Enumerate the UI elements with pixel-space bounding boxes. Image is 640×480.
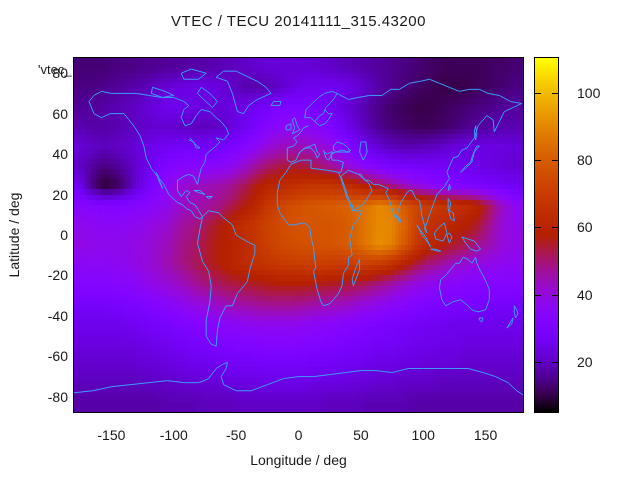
plot-key-label: 'vtec_ xyxy=(38,62,72,77)
vtec-heatmap-canvas xyxy=(74,58,523,412)
x-tick-label: 100 xyxy=(411,427,435,443)
x-tick-label: -50 xyxy=(226,427,247,443)
plot-area xyxy=(73,57,524,413)
colorbar-tick-mark xyxy=(535,160,541,162)
colorbar-tick-mark xyxy=(552,160,558,162)
colorbar-tick-label: 80 xyxy=(577,152,593,169)
colorbar-tick-label: 20 xyxy=(577,353,593,370)
y-tick-label: 60 xyxy=(52,105,68,122)
x-tick-label: -100 xyxy=(159,427,188,443)
colorbar-tick-mark xyxy=(552,294,558,296)
y-tick-label: 40 xyxy=(52,146,68,163)
colorbar-tick-mark xyxy=(535,93,541,95)
y-tick-label: -60 xyxy=(47,348,68,365)
colorbar-tick-mark xyxy=(535,294,541,296)
x-axis-label: Longitude / deg xyxy=(250,452,347,468)
chart-title: VTEC / TECU 20141111_315.43200 xyxy=(171,13,426,30)
y-tick-label: -80 xyxy=(47,388,68,405)
colorbar-tick-label: 60 xyxy=(577,219,593,236)
y-tick-label: -40 xyxy=(47,307,68,324)
colorbar-tick-label: 40 xyxy=(577,286,593,303)
x-tick-label: 150 xyxy=(473,427,498,443)
colorbar xyxy=(534,57,559,413)
colorbar-tick-mark xyxy=(535,227,541,229)
x-tick-label: -150 xyxy=(97,427,126,443)
colorbar-tick-mark xyxy=(535,361,541,363)
colorbar-tick-mark xyxy=(552,227,558,229)
x-tick-label: 0 xyxy=(294,427,303,443)
y-tick-label: 20 xyxy=(52,186,68,203)
colorbar-tick-label: 100 xyxy=(577,85,601,102)
x-tick-label: 50 xyxy=(353,427,369,443)
y-tick-label: -20 xyxy=(47,267,68,284)
y-tick-label: 80 xyxy=(52,65,68,82)
colorbar-tick-mark xyxy=(552,361,558,363)
colorbar-tick-mark xyxy=(552,93,558,95)
y-tick-label: 0 xyxy=(60,227,68,243)
